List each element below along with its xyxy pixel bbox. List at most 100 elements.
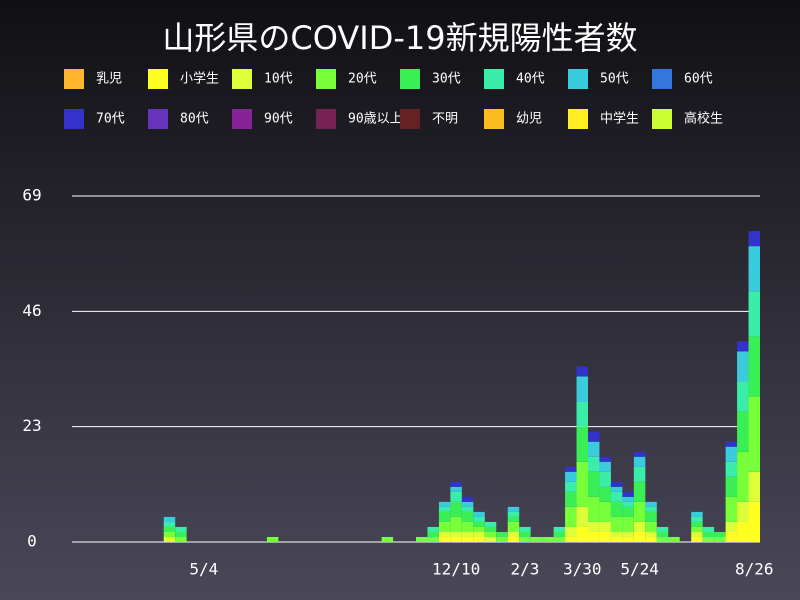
bar-segment (622, 501, 634, 507)
bar-segment (450, 491, 462, 502)
bar-segment (633, 466, 646, 482)
bar-segment (737, 411, 749, 452)
bar-segment (748, 336, 760, 397)
bar-segment (519, 536, 531, 542)
bar-segment (599, 471, 611, 487)
legend-label: 50代 (600, 72, 629, 87)
bar-segment (175, 536, 187, 542)
bar-segment (163, 526, 176, 532)
bar-segment (438, 506, 451, 512)
bar-segment (691, 531, 703, 537)
bar-segment (748, 396, 760, 472)
legend-label: 60代 (684, 72, 713, 87)
legend-label: 乳児 (96, 72, 122, 87)
legend-swatch (64, 109, 84, 129)
bar-segment (381, 536, 394, 542)
bar-segment (473, 511, 485, 517)
bar-segment (588, 431, 600, 442)
bar-segment (507, 521, 520, 532)
bar-segment (438, 511, 451, 522)
bar-segment (633, 481, 646, 502)
bar-segment (645, 536, 657, 542)
bar-segment (725, 496, 738, 522)
bar-segment (622, 491, 634, 497)
bar-segment (530, 536, 543, 542)
bar-segment (622, 496, 634, 502)
legend-swatch (316, 69, 336, 89)
bar-segment (656, 536, 669, 542)
legend-label: 不明 (432, 112, 458, 127)
bar-segment (656, 531, 669, 537)
bar-segment (645, 511, 657, 522)
y-tick-label: 69 (22, 186, 41, 205)
x-tick-label: 2/3 (510, 560, 539, 579)
bar-segment (610, 486, 623, 492)
bar-segment (496, 531, 508, 537)
bar-segment (461, 521, 474, 532)
bar-segment (416, 536, 428, 542)
bar-segment (633, 521, 646, 532)
bar-segment (473, 536, 485, 542)
bar-segment (461, 531, 474, 537)
bar-segment (748, 291, 760, 337)
bar-segment (553, 531, 566, 537)
bar-segment (737, 521, 749, 542)
bar-segment (175, 531, 187, 537)
legend-swatch (400, 109, 420, 129)
bar-segment (725, 521, 738, 532)
bar-segment (737, 501, 749, 522)
legend-swatch (232, 109, 252, 129)
bar-segment (565, 506, 577, 527)
bar-segment (588, 531, 600, 542)
y-tick-label: 0 (27, 532, 37, 551)
legend-swatch (484, 69, 504, 89)
bar-segment (484, 526, 497, 532)
bar-segment (702, 526, 715, 532)
bar-segment (691, 516, 703, 522)
bar-segment (737, 341, 749, 352)
bar-segment (576, 461, 588, 507)
bar-segment (656, 526, 669, 532)
bar-segment (576, 366, 588, 377)
bar-segment (599, 456, 611, 462)
bar-segment (645, 506, 657, 512)
x-tick-label: 3/30 (563, 560, 602, 579)
legend-label: 高校生 (684, 111, 723, 127)
legend-swatch (148, 69, 168, 89)
bar-segment (725, 531, 738, 542)
bar-segment (484, 531, 497, 537)
legend-swatch (484, 109, 504, 129)
bar-segment (588, 441, 600, 457)
bar-segment (633, 501, 646, 522)
bar-segment (588, 471, 600, 497)
legend-swatch (568, 109, 588, 129)
bar-segment (576, 401, 588, 427)
bar-segment (645, 501, 657, 507)
legend-label: 90歳以上 (348, 112, 403, 127)
bar-segment (461, 506, 474, 512)
bar-segment (610, 481, 623, 487)
bar-segment (588, 496, 600, 522)
bar-segment (163, 521, 176, 527)
bar-segment (427, 531, 439, 537)
bar-segment (450, 531, 462, 537)
bar-segment (610, 536, 623, 542)
bar-segment (748, 246, 760, 292)
bar-segment (622, 506, 634, 517)
bar-segment (748, 501, 760, 542)
bar-segment (266, 536, 279, 542)
legend-swatch (64, 69, 84, 89)
bar-segment (450, 501, 462, 517)
legend-label: 幼児 (516, 112, 542, 127)
bar-segment (737, 381, 749, 412)
bar-segment (565, 526, 577, 537)
bar-segment (565, 466, 577, 472)
bar-segment (668, 536, 680, 542)
bar-segment (610, 516, 623, 532)
bar-segment (576, 426, 588, 462)
bar-segment (565, 471, 577, 482)
bar-segment (702, 536, 715, 542)
bar-segment (163, 516, 176, 522)
x-tick-label: 12/10 (432, 560, 480, 579)
